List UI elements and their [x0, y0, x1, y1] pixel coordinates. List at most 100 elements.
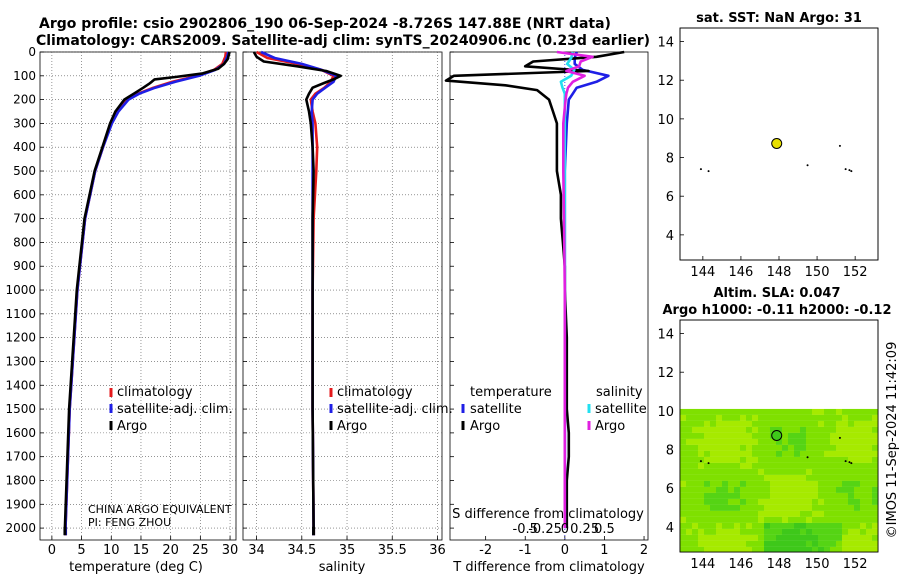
sla-cell [812, 504, 818, 511]
sla-cell [818, 450, 824, 457]
sla-cell [782, 426, 788, 433]
salinity-panel [242, 51, 443, 541]
sla-cell [752, 444, 758, 451]
sla-cell [812, 456, 818, 463]
sla-cell [800, 444, 806, 451]
sla-cell [860, 534, 866, 541]
sla-cell [686, 510, 692, 517]
sla-cell [770, 444, 776, 451]
sla-cell [782, 438, 788, 445]
sla-cell [728, 480, 734, 487]
sla-cell [830, 534, 836, 541]
sla-cell [794, 426, 800, 433]
sla-cell [752, 540, 758, 547]
salinity-axis-label: salinity [319, 560, 366, 575]
sla-cell [698, 504, 704, 511]
sla-cell [818, 414, 824, 421]
sla-cell [854, 450, 860, 457]
sla-cell [722, 468, 728, 475]
legend-title-temperature: temperature [470, 385, 552, 400]
sla-cell [800, 498, 806, 505]
sla-cell [692, 492, 698, 499]
coast-point [844, 168, 847, 171]
sla-cell [860, 426, 866, 433]
sla-cell [830, 528, 836, 535]
sla-cell [818, 420, 824, 427]
sla-cell [764, 450, 770, 457]
sla-cell [824, 420, 830, 427]
sla-cell [836, 486, 842, 493]
argo-float-marker [771, 137, 783, 149]
sla-cell [764, 438, 770, 445]
sla-cell [722, 420, 728, 427]
sla-cell [812, 474, 818, 481]
sla-cell [704, 540, 710, 547]
sla-cell [746, 468, 752, 475]
sla-cell [842, 534, 848, 541]
sla-cell [806, 516, 812, 523]
sla-cell [764, 432, 770, 439]
sla-cell [854, 456, 860, 463]
sla-cell [764, 492, 770, 499]
sla-cell [806, 534, 812, 541]
sla-cell [860, 420, 866, 427]
sla-cell [752, 438, 758, 445]
sla-cell [836, 444, 842, 451]
sla-cell [800, 462, 806, 469]
sla-cell [698, 474, 704, 481]
y-tick-label: 1700 [5, 450, 36, 464]
x-tick-label: 15 [133, 543, 150, 558]
figure-title-line1: Argo profile: csio 2902806_190 06-Sep-20… [39, 16, 611, 32]
sla-cell [734, 498, 740, 505]
sla-cell [680, 540, 686, 547]
sla-cell [848, 408, 854, 415]
sla-cell [866, 534, 872, 541]
x-tick-label: 146 [729, 557, 754, 572]
sla-cell [782, 492, 788, 499]
sla-cell [710, 522, 716, 529]
sla-cell [848, 510, 854, 517]
sla-cell [818, 540, 824, 547]
sla-cell [698, 420, 704, 427]
sla-cell [758, 498, 764, 505]
sla-cell [812, 426, 818, 433]
sla-cell [686, 474, 692, 481]
sla-cell [794, 540, 800, 547]
sla-cell [848, 498, 854, 505]
sla-cell [752, 426, 758, 433]
legend-title-salinity: salinity [596, 385, 643, 400]
sla-cell [782, 540, 788, 547]
sla-cell [710, 492, 716, 499]
sla-cell [776, 468, 782, 475]
sla-cell [764, 408, 770, 415]
sla-cell [680, 432, 686, 439]
sla-cell [764, 444, 770, 451]
sla-cell [800, 486, 806, 493]
sla-cell [854, 534, 860, 541]
y-tick-label: 2000 [5, 521, 36, 535]
sla-cell [806, 462, 812, 469]
sla-cell [866, 462, 872, 469]
sla-cell [836, 414, 842, 421]
sla-cell [872, 432, 878, 439]
s-difference-axis-label: S difference from climatology [452, 507, 644, 522]
sla-cell [770, 522, 776, 529]
sla-cell [854, 516, 860, 523]
sla-cell [716, 420, 722, 427]
y-tick-label: 1000 [5, 283, 36, 297]
sla-cell [836, 540, 842, 547]
sla-cell [686, 426, 692, 433]
sla-cell [860, 480, 866, 487]
sla-cell [860, 486, 866, 493]
sla-cell [776, 546, 782, 552]
sla-cell [830, 432, 836, 439]
sla-cell [824, 540, 830, 547]
sla-cell [788, 474, 794, 481]
sla-cell [680, 498, 686, 505]
sla-cell [872, 444, 878, 451]
sla-cell [740, 540, 746, 547]
sla-cell [752, 504, 758, 511]
sla-cell [728, 498, 734, 505]
sla-cell [716, 480, 722, 487]
